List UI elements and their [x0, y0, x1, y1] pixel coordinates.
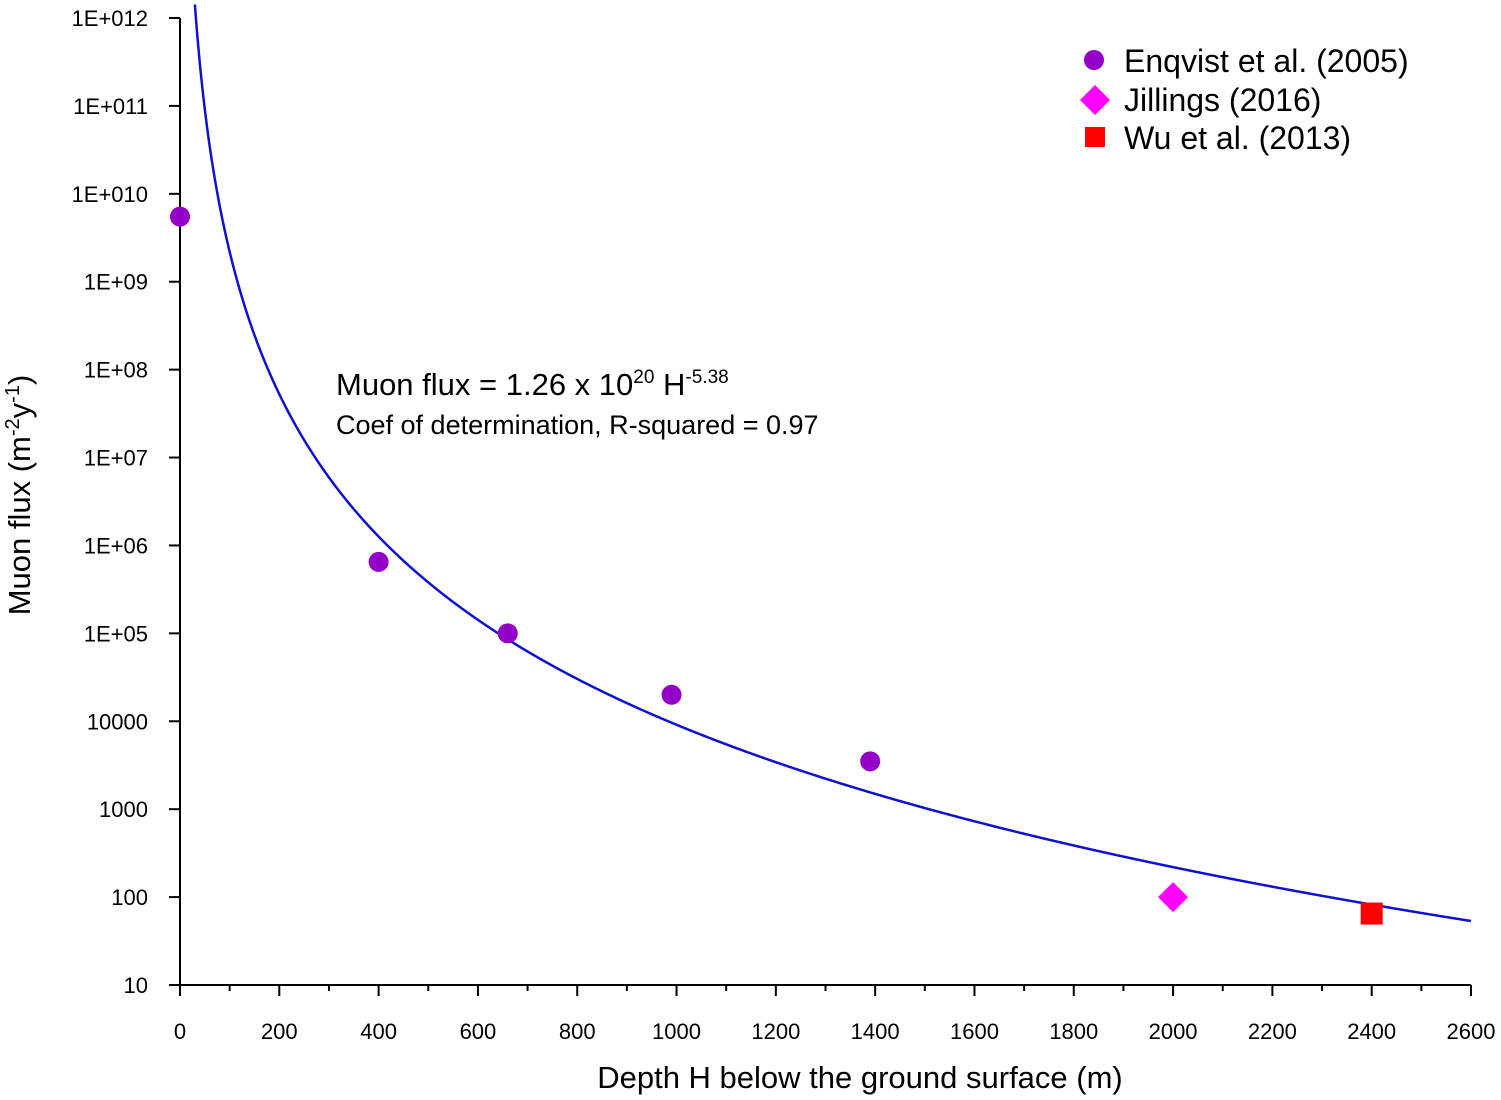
x-axis-title: Depth H below the ground surface (m) [597, 1060, 1123, 1095]
x-tick-label: 2600 [1447, 1019, 1496, 1044]
legend-marker-jillings [1080, 85, 1110, 115]
data-point-enqvist [661, 684, 682, 705]
data-points [170, 206, 1383, 925]
data-point-enqvist [860, 751, 881, 772]
legend-marker-wu [1085, 127, 1105, 147]
fit-curve-layer [193, 4, 1472, 923]
y-tick-label: 1E+011 [73, 94, 148, 119]
x-tick-label: 1600 [950, 1019, 999, 1044]
y-tick-label: 1E+06 [84, 533, 148, 558]
y-tick-label: 1E+010 [72, 182, 148, 207]
legend-label-enqvist: Enqvist et al. (2005) [1124, 43, 1409, 79]
data-point-enqvist [368, 551, 389, 572]
y-tick-label: 1E+07 [84, 446, 148, 471]
x-tick-label: 1200 [751, 1019, 800, 1044]
x-tick-label: 2000 [1149, 1019, 1198, 1044]
y-tick-label: 10 [124, 973, 148, 998]
legend-label-wu: Wu et al. (2013) [1124, 120, 1351, 156]
y-tick-label: 1E+012 [72, 6, 148, 31]
r-squared-note: Coef of determination, R-squared = 0.97 [336, 410, 819, 440]
x-tick-label: 1000 [652, 1019, 701, 1044]
x-tick-label: 2200 [1248, 1019, 1297, 1044]
x-tick-label: 0 [174, 1019, 186, 1044]
data-point-enqvist [170, 206, 190, 227]
y-axis-title: Muon flux (m-2y-1) [2, 375, 37, 616]
fit-curve [193, 4, 1472, 923]
fit-equation: Muon flux = 1.26 x 1020 H-5.38 [336, 367, 729, 402]
data-point-jillings [1158, 882, 1189, 913]
y-tick-label: 1000 [99, 797, 148, 822]
legend-label-jillings: Jillings (2016) [1124, 82, 1321, 118]
y-tick-label: 1E+09 [84, 270, 148, 295]
x-tick-label: 800 [559, 1019, 596, 1044]
y-tick-label: 10000 [87, 709, 148, 734]
x-tick-label: 400 [360, 1019, 397, 1044]
x-tick-label: 2400 [1347, 1019, 1396, 1044]
x-ticks: 0 200 400 600 800 1000 1200 1400 1600 1800 2000 220… [174, 985, 1496, 1044]
legend: Enqvist et al. (2005) Jillings (2016) Wu… [1080, 43, 1409, 156]
data-point-enqvist [497, 623, 518, 644]
y-tick-label: 1E+05 [84, 621, 148, 646]
y-tick-label: 100 [111, 885, 148, 910]
x-tick-label: 1800 [1049, 1019, 1098, 1044]
legend-marker-enqvist [1084, 50, 1104, 70]
axes [179, 18, 1471, 986]
x-tick-label: 200 [261, 1019, 298, 1044]
data-point-wu [1360, 902, 1383, 925]
y-ticks: 10 100 1000 10000 1E+05 1E+06 1E+07 1E+08 1E+09 1… [72, 6, 180, 998]
y-tick-label: 1E+08 [84, 358, 148, 383]
x-tick-label: 600 [460, 1019, 497, 1044]
x-tick-label: 1400 [851, 1019, 900, 1044]
